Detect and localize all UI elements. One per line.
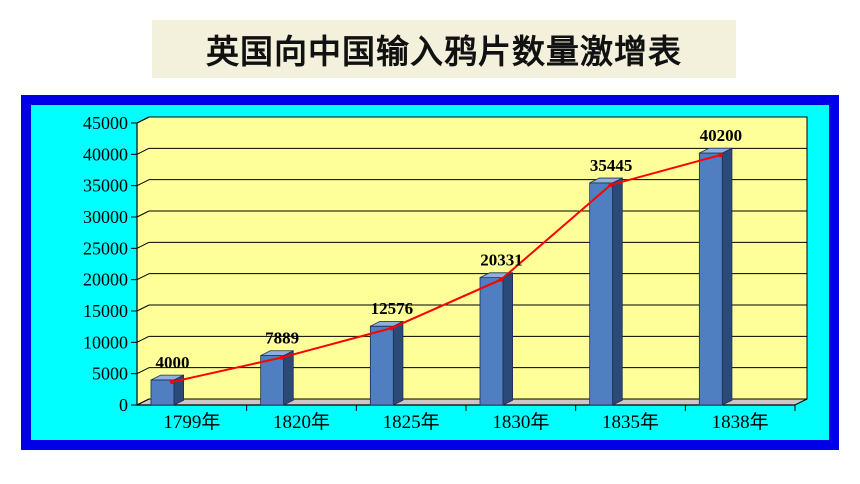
trend-line <box>169 152 723 385</box>
trend-point <box>389 325 394 331</box>
bar-front <box>369 325 394 406</box>
data-label: 4000 <box>156 353 190 372</box>
data-label: 7889 <box>265 329 299 348</box>
bar-side <box>392 320 404 406</box>
gridline-diag <box>136 335 150 343</box>
y-tick-label: 5000 <box>92 364 128 384</box>
y-axis-ticks: 0 5000 10000 15000 20000 25000 30000 35000 40000… <box>83 113 128 415</box>
chart-title-box: 英国向中国输入鸦片数量激增表 <box>152 20 736 78</box>
bar-front <box>260 355 285 406</box>
data-label: 35445 <box>590 156 633 175</box>
trend-point <box>608 182 613 188</box>
gridline-diag <box>136 116 150 124</box>
x-tick-label: 1799年 <box>163 411 220 433</box>
bar-side <box>721 147 733 406</box>
data-label: 40200 <box>700 126 743 145</box>
bar-top <box>589 177 623 184</box>
trend-point <box>718 152 723 158</box>
x-tick-label: 1838年 <box>712 411 769 433</box>
bar-front <box>698 152 723 406</box>
x-tick-label: 1820年 <box>273 411 330 433</box>
x-tick-label: 1830年 <box>492 411 549 433</box>
bar-side <box>283 350 294 406</box>
gridline-diag <box>136 210 150 218</box>
y-tick-label: 15000 <box>83 301 128 321</box>
gridline-diag <box>136 241 150 249</box>
bar-side <box>612 177 623 406</box>
y-tick-label: 45000 <box>83 113 128 133</box>
y-tick-label: 25000 <box>83 238 128 258</box>
y-tick-label: 30000 <box>83 207 128 227</box>
y-tick-label: 40000 <box>83 144 128 164</box>
gridline-diag <box>136 367 150 375</box>
bar-front <box>479 277 504 406</box>
gridline-diag <box>136 179 150 187</box>
y-tick-label: 0 <box>119 395 128 415</box>
bars <box>150 147 733 406</box>
gridline-diag <box>136 273 150 281</box>
bar-top <box>150 374 184 381</box>
chart-title: 英国向中国输入鸦片数量激增表 <box>206 32 682 71</box>
y-tick-label: 20000 <box>83 270 128 290</box>
x-tick-label: 1825年 <box>383 411 440 433</box>
y-tick-label: 10000 <box>83 332 128 352</box>
gridline-diag <box>136 147 150 155</box>
bar-front <box>589 182 614 406</box>
gridline-diag <box>136 304 150 312</box>
gridlines <box>136 116 807 375</box>
bar-top <box>260 350 294 356</box>
bar-top <box>370 320 404 327</box>
trend-point <box>279 355 284 360</box>
data-labels: 4000 7889 12576 20331 35445 40200 <box>156 126 743 372</box>
trend-polyline <box>171 154 721 383</box>
bar-top <box>699 147 733 154</box>
data-label: 12576 <box>371 299 414 318</box>
bar-side <box>502 272 513 406</box>
trend-point <box>169 379 175 385</box>
data-label: 20331 <box>480 251 523 270</box>
x-tick-label: 1835年 <box>602 411 659 433</box>
bar-front <box>150 379 175 406</box>
y-tick-label: 35000 <box>83 176 128 196</box>
trend-point <box>498 277 504 282</box>
x-axis-ticks: 1799年 1820年 1825年 1830年 1835年 1838年 <box>163 405 796 433</box>
